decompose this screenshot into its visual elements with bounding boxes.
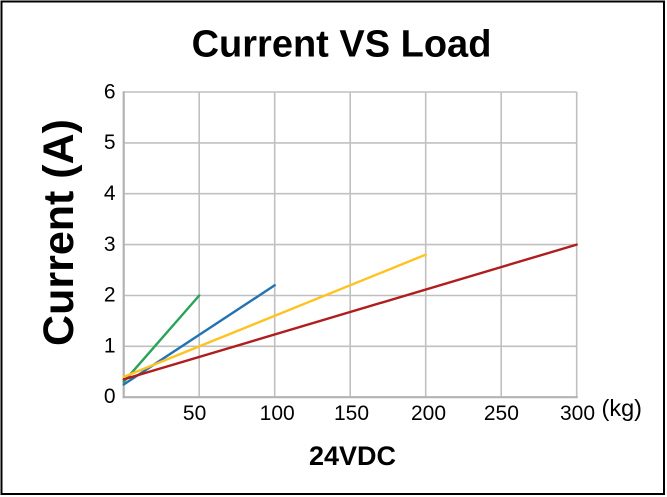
svg-text:Current VS Load: Current VS Load <box>192 24 492 66</box>
svg-text:1: 1 <box>104 335 116 358</box>
svg-text:50: 50 <box>183 402 206 425</box>
svg-text:6: 6 <box>104 80 116 103</box>
svg-text:3: 3 <box>104 233 116 256</box>
svg-text:2: 2 <box>104 284 116 307</box>
svg-text:0: 0 <box>104 385 116 408</box>
svg-text:(kg): (kg) <box>602 395 642 421</box>
svg-text:250: 250 <box>484 402 519 425</box>
svg-text:5: 5 <box>104 131 116 154</box>
svg-text:150: 150 <box>334 402 369 425</box>
svg-text:300: 300 <box>560 402 595 425</box>
svg-text:200: 200 <box>411 402 446 425</box>
svg-text:100: 100 <box>260 402 295 425</box>
svg-text:24VDC: 24VDC <box>309 441 396 471</box>
svg-text:4: 4 <box>104 182 116 205</box>
svg-text:Current (A): Current (A) <box>35 119 83 346</box>
